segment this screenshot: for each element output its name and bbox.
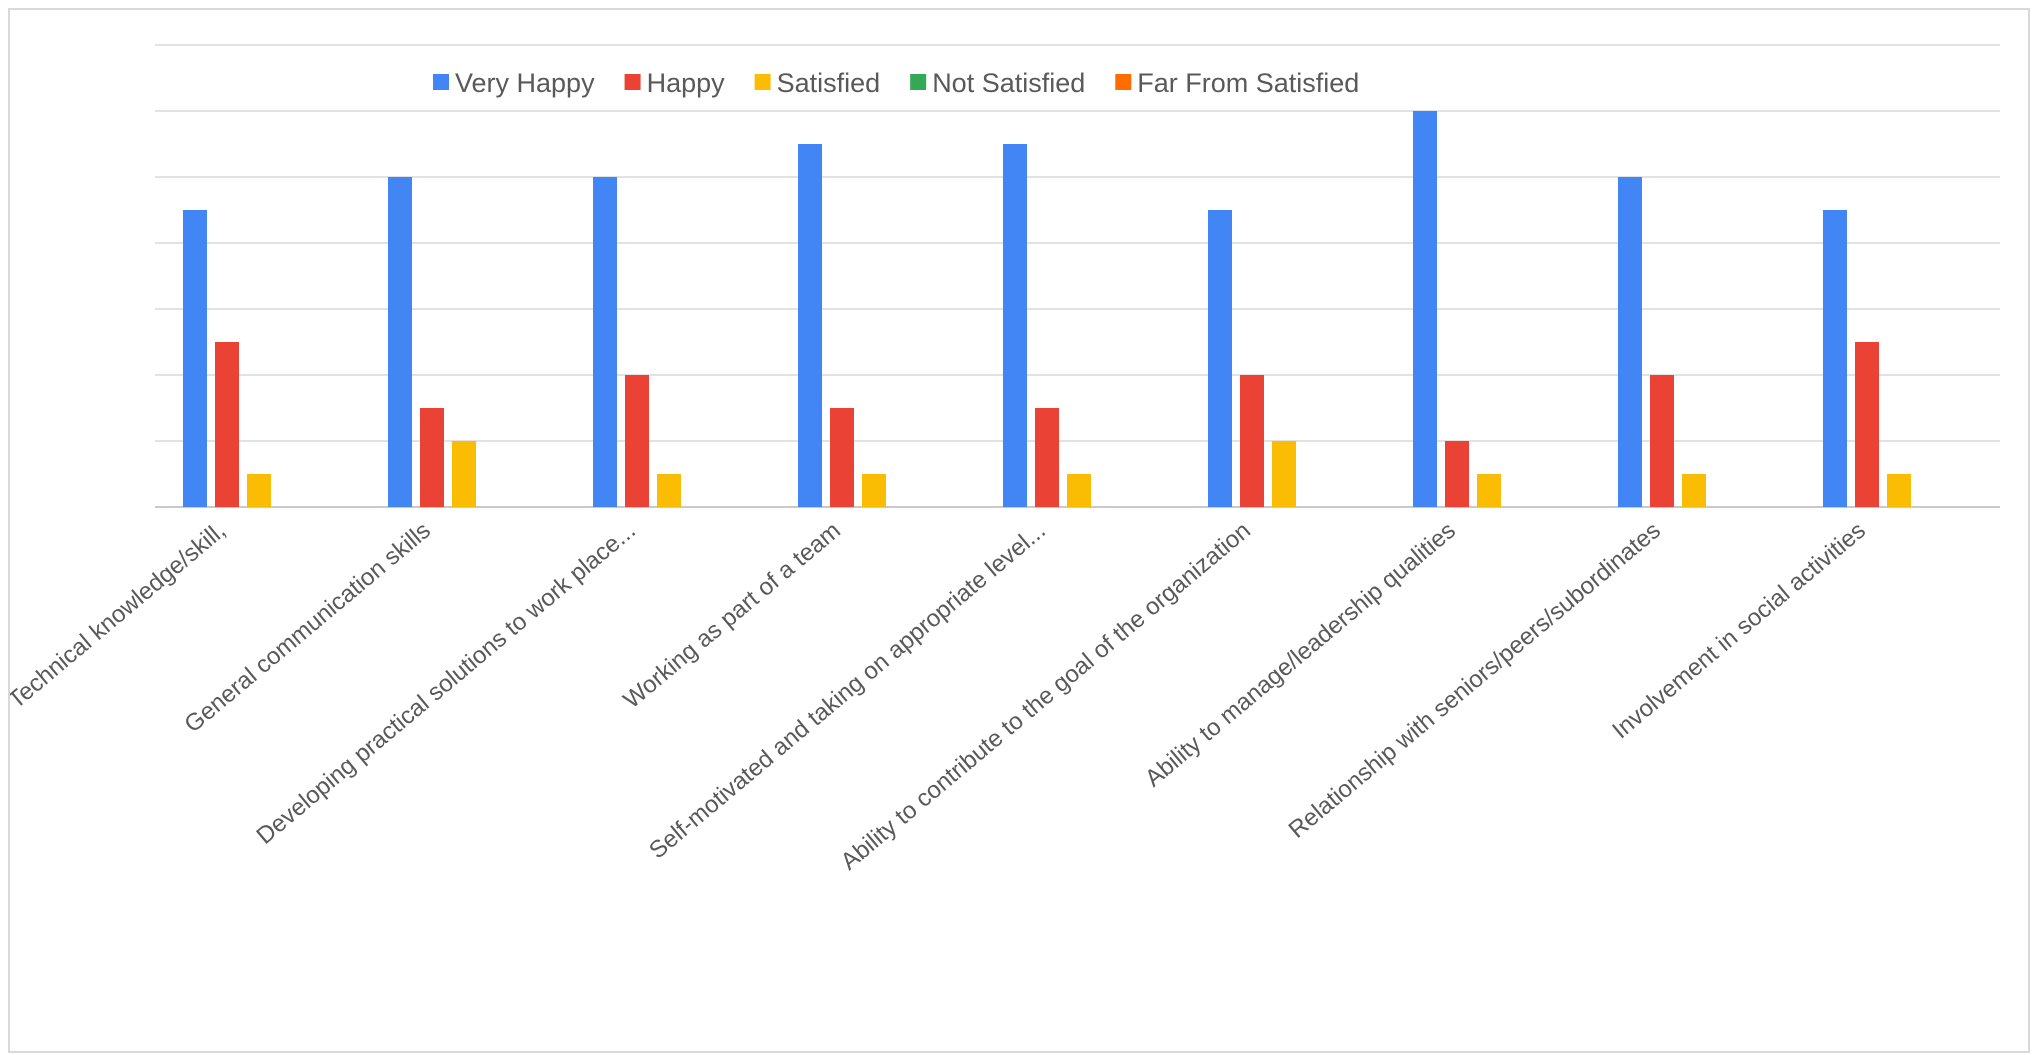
legend-swatch (433, 74, 449, 90)
bar-very-happy (798, 144, 822, 507)
bar-satisfied (1682, 474, 1706, 507)
x-tick-label: Working as part of a team (618, 517, 846, 714)
bar-satisfied (1272, 441, 1296, 507)
bar-very-happy (1618, 177, 1642, 507)
legend-label: Far From Satisfied (1137, 68, 1359, 98)
x-tick-label: General communication skills (179, 517, 435, 738)
bar-very-happy (388, 177, 412, 507)
x-tick-label: Relationship with seniors/peers/subordin… (1284, 517, 1666, 844)
legend-swatch (754, 74, 771, 90)
x-axis-labels: Technical knowledge/skill,General commun… (10, 517, 1871, 876)
legend-swatch (624, 74, 641, 90)
x-tick-label: Technical knowledge/skill, (10, 517, 231, 714)
bar-satisfied (247, 474, 271, 507)
bar-very-happy (1413, 111, 1437, 507)
bar-satisfied (1477, 474, 1501, 507)
bar-very-happy (1823, 210, 1847, 507)
bar-chart: Technical knowledge/skill,General commun… (10, 44, 2000, 876)
x-tick-label: Ability to contribute to the goal of the… (836, 517, 1256, 876)
bar-happy (1650, 375, 1674, 507)
legend-swatch (1115, 74, 1132, 90)
legend-label: Not Satisfied (932, 68, 1085, 98)
x-tick-label: Developing practical solutions to work p… (252, 517, 641, 850)
x-tick-label: Self-motivated and taking on appropriate… (644, 517, 1051, 864)
legend-swatch (910, 74, 927, 90)
bar-satisfied (452, 441, 476, 507)
bar-happy (215, 342, 239, 507)
legend-label: Happy (647, 68, 726, 98)
legend-label: Satisfied (777, 68, 881, 98)
bar-happy (830, 408, 854, 507)
legend: Very Happy Happy Satisfied Not Satisfied Far… (433, 68, 1359, 98)
bar-happy (1035, 408, 1059, 507)
bar-very-happy (593, 177, 617, 507)
bar-satisfied (862, 474, 886, 507)
bar-happy (1445, 441, 1469, 507)
bar-happy (420, 408, 444, 507)
bar-satisfied (657, 474, 681, 507)
bar-happy (1855, 342, 1879, 507)
chart-frame: Technical knowledge/skill, General commun… (8, 8, 2030, 1053)
bar-satisfied (1887, 474, 1911, 507)
legend-label: Very Happy (455, 68, 595, 98)
bar-very-happy (1208, 210, 1232, 507)
bar-satisfied (1067, 474, 1091, 507)
bar-very-happy (1003, 144, 1027, 507)
bar-very-happy (183, 210, 207, 507)
bars (183, 111, 1911, 507)
bar-happy (1240, 375, 1264, 507)
bar-happy (625, 375, 649, 507)
